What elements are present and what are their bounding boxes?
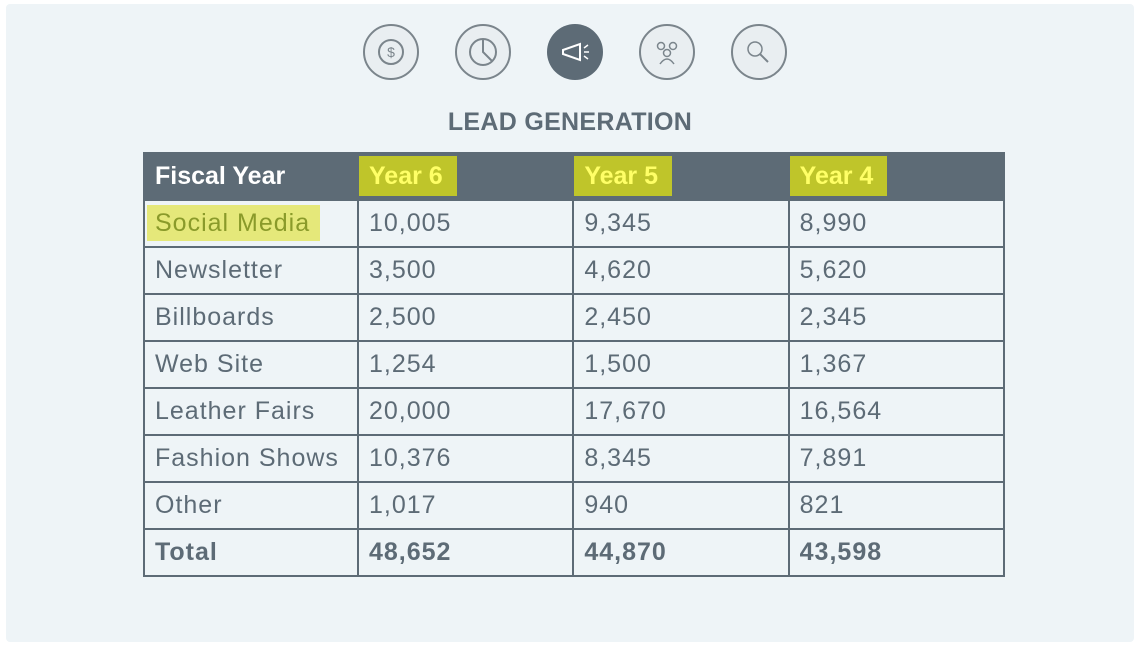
icon-marketing[interactable]: [547, 24, 603, 80]
cell-text: 3,500: [369, 256, 437, 284]
icon-analytics[interactable]: [731, 24, 787, 80]
header-row: Fiscal Year Year 6 Year 5 Year 4: [143, 152, 1006, 201]
cell-text: 10,005: [369, 209, 452, 237]
cell: Leather Fairs: [143, 387, 359, 436]
header-cell: Year 6: [356, 152, 575, 201]
cell-text: 10,376: [369, 444, 452, 472]
cell-text: 940: [584, 491, 630, 519]
cell-text: Total: [155, 538, 218, 566]
cell: 7,891: [787, 434, 1006, 483]
cell-text: 1,254: [369, 350, 437, 378]
cell: 4,620: [572, 246, 790, 295]
cell: 2,345: [787, 293, 1006, 342]
row: Social Media 10,005 9,345 8,990: [143, 199, 1006, 248]
row: Fashion Shows 10,376 8,345 7,891: [143, 434, 1006, 483]
icon-bar: $: [363, 24, 787, 80]
cell-text: 8,990: [799, 209, 868, 237]
icon-finance[interactable]: $: [363, 24, 419, 80]
cell: 1,017: [356, 481, 575, 530]
cell: 1,254: [356, 340, 575, 389]
table-title: LEAD GENERATION: [447, 108, 693, 136]
cell-text: 1,367: [799, 350, 868, 378]
cell: 20,000: [356, 387, 575, 436]
cell-text: 821: [799, 491, 845, 519]
cell: 44,870: [572, 528, 790, 577]
cell: Social Media: [143, 199, 359, 248]
row: Billboards 2,500 2,450 2,345: [143, 293, 1006, 342]
cell-text: 16,564: [799, 397, 883, 425]
header-text: Year 4: [789, 156, 888, 196]
header-text: Year 5: [574, 156, 673, 196]
cell: 2,450: [572, 293, 790, 342]
svg-text:$: $: [387, 44, 395, 60]
cell: 1,367: [787, 340, 1006, 389]
cell-text: 2,345: [799, 303, 868, 331]
row: Other 1,017 940 821: [143, 481, 1006, 530]
cell-text: Web Site: [155, 350, 264, 378]
cell-text: 7,891: [799, 444, 868, 472]
cell: 17,670: [572, 387, 790, 436]
cell-text: Other: [155, 491, 223, 519]
cell-text: 20,000: [369, 397, 452, 425]
cell: 2,500: [356, 293, 575, 342]
cell: 10,005: [356, 199, 575, 248]
cell: 16,564: [787, 387, 1006, 436]
cell: 5,620: [787, 246, 1006, 295]
row: Total 48,652 44,870 43,598: [143, 528, 1006, 577]
cell: Web Site: [143, 340, 359, 389]
cell-text: Leather Fairs: [155, 397, 316, 425]
header-text: Fiscal Year: [155, 162, 286, 190]
cell-text: 8,345: [584, 444, 652, 472]
cell-text: 1,017: [369, 491, 437, 519]
row: Leather Fairs 20,000 17,670 16,564: [143, 387, 1006, 436]
cell-text: 43,598: [799, 538, 883, 566]
lead-table: Fiscal Year Year 6 Year 5 Year 4 Social Medi…: [143, 152, 1006, 577]
cell-text: 48,652: [369, 538, 452, 566]
cell: 10,376: [356, 434, 575, 483]
header-cell: Year 4: [787, 152, 1006, 201]
cell-text: Social Media: [147, 205, 321, 241]
cell-text: 2,500: [369, 303, 437, 331]
cell: Fashion Shows: [143, 434, 359, 483]
cell-text: 4,620: [584, 256, 652, 284]
cell: 1,500: [572, 340, 790, 389]
cell-text: 9,345: [584, 209, 652, 237]
row: Newsletter 3,500 4,620 5,620: [143, 246, 1006, 295]
cell-text: 44,870: [584, 538, 667, 566]
cell: 43,598: [787, 528, 1006, 577]
cell: 9,345: [572, 199, 790, 248]
cell: 8,990: [787, 199, 1006, 248]
cell-text: 1,500: [584, 350, 652, 378]
cell-text: 5,620: [799, 256, 868, 284]
header-cell: Year 5: [572, 152, 790, 201]
cell: 821: [787, 481, 1006, 530]
row: Web Site 1,254 1,500 1,367: [143, 340, 1006, 389]
icon-chart[interactable]: [455, 24, 511, 80]
cell: Billboards: [143, 293, 359, 342]
cell-text: 17,670: [584, 397, 667, 425]
cell: 3,500: [356, 246, 575, 295]
header-cell: Fiscal Year: [143, 152, 359, 201]
cell: Other: [143, 481, 359, 530]
cell-text: Newsletter: [155, 256, 284, 284]
cell: 8,345: [572, 434, 790, 483]
cell: 48,652: [356, 528, 575, 577]
cell-text: 2,450: [584, 303, 652, 331]
cell: Total: [143, 528, 359, 577]
icon-people[interactable]: [639, 24, 695, 80]
cell: 940: [572, 481, 790, 530]
cell: Newsletter: [143, 246, 359, 295]
cell-text: Fashion Shows: [155, 444, 339, 472]
cell-text: Billboards: [155, 303, 275, 331]
header-text: Year 6: [359, 156, 457, 196]
panel: $ LEAD GENERATION Fiscal Year Year 6 Year …: [6, 4, 1134, 642]
